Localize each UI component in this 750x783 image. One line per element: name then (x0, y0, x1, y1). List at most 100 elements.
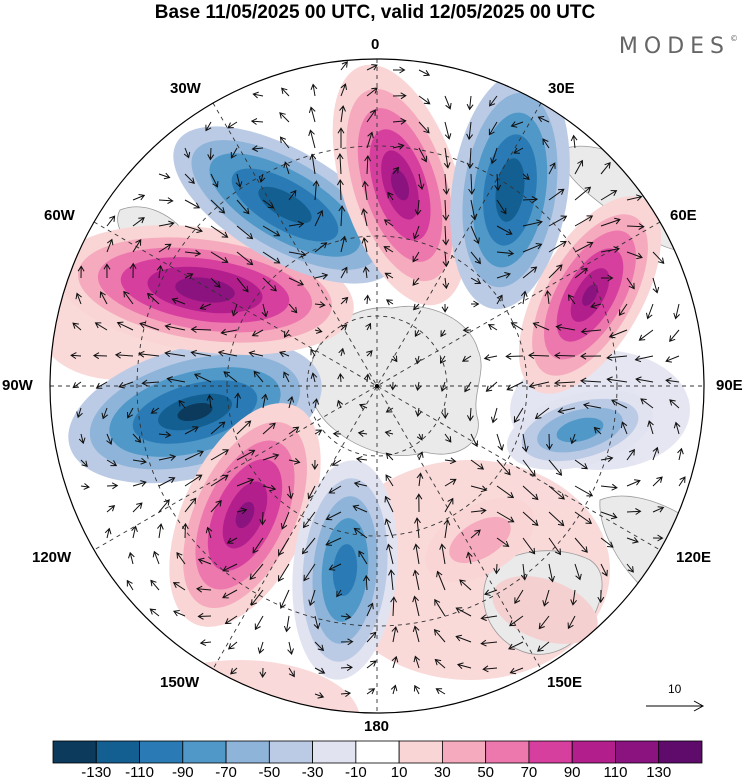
wind-vector-arrow (250, 589, 264, 606)
wind-vector-arrow (234, 392, 242, 409)
wind-vector-arrow (542, 589, 550, 607)
wind-vector-arrow (308, 129, 316, 149)
wind-vector-arrow (528, 352, 550, 359)
wind-vector-arrow (262, 199, 275, 209)
wind-vector-arrow (106, 433, 113, 446)
wind-vector-arrow (494, 173, 502, 192)
wind-vector-arrow (288, 667, 295, 678)
wind-vector-arrow (444, 433, 452, 443)
wind-vector-arrow (384, 495, 394, 513)
colorbar-swatch (398, 740, 443, 764)
wind-vector-arrow (415, 355, 422, 365)
wind-vector-arrow (336, 589, 343, 598)
wind-vector-arrow (413, 543, 420, 565)
wind-vector-arrow (496, 225, 513, 235)
wind-vector-arrow (537, 116, 550, 123)
wind-vector-arrow (227, 641, 238, 650)
wind-vector-arrow (435, 688, 446, 695)
wind-vector-arrow (470, 199, 478, 221)
label-150w: 150W (160, 674, 200, 691)
wind-vector-arrow (417, 451, 424, 461)
wind-vector-arrow (340, 235, 347, 253)
wind-vector-arrow (434, 598, 446, 617)
wind-vector-arrow (328, 563, 342, 571)
wind-vector-arrow (442, 225, 450, 246)
wind-vector-arrow (488, 121, 498, 136)
wind-vector-arrow (158, 197, 174, 205)
wind-vector-arrow (590, 302, 602, 309)
wind-vector-arrow (278, 350, 290, 358)
wind-vector-arrow (365, 322, 372, 331)
wind-vector-arrow (361, 180, 369, 201)
wind-vector-arrow (235, 173, 243, 188)
wind-vector-arrow (176, 552, 186, 565)
wind-vector-arrow (665, 377, 680, 385)
wind-vector-arrow (325, 537, 342, 546)
wind-vector-arrow (210, 251, 229, 263)
wind-vector-arrow (412, 569, 420, 591)
wind-vector-arrow (226, 537, 238, 544)
wind-vector-arrow (548, 162, 556, 175)
wind-vector-arrow (466, 551, 473, 565)
wind-vector-arrow (310, 83, 318, 97)
wind-vector-arrow (337, 372, 345, 383)
wind-vector-arrow (537, 641, 550, 652)
colorbar (52, 740, 703, 764)
wind-vector-arrow (222, 589, 238, 599)
wind-vector-arrow (490, 407, 498, 424)
wind-vector-arrow (280, 511, 290, 530)
wind-vector-arrow (520, 290, 528, 305)
wind-vector-arrow (510, 322, 524, 331)
wind-vector-arrow (310, 372, 318, 383)
wind-vector-arrow (236, 478, 255, 487)
wind-vector-arrow (106, 215, 116, 227)
wind-vector-arrow (259, 511, 267, 526)
wind-vector-arrow (146, 292, 160, 305)
wind-vector-arrow (210, 199, 226, 214)
wind-vector-arrow (600, 511, 618, 520)
wind-vector-arrow (444, 95, 452, 110)
wind-vector-arrow (336, 153, 344, 175)
colorbar-swatch (658, 740, 703, 764)
wind-vector-arrow (210, 277, 221, 288)
wind-vector-arrow (286, 485, 294, 500)
colorbar-swatch (182, 740, 227, 764)
label-0: 0 (371, 36, 380, 53)
wind-vector-arrow (312, 398, 320, 409)
colorbar-swatch (441, 740, 487, 764)
colorbar-swatch (355, 740, 400, 764)
wind-vector-arrow (236, 277, 249, 293)
wind-vector-arrow (336, 179, 344, 201)
colorbar-swatch (528, 740, 573, 764)
wind-vector-arrow (331, 459, 342, 466)
wind-vector-arrow (132, 217, 145, 227)
wind-vector-arrow (352, 504, 368, 513)
colorbar-swatch (268, 740, 314, 764)
wind-vector-arrow (309, 153, 317, 175)
wind-vector-arrow (261, 303, 269, 318)
wind-vector-arrow (393, 66, 406, 74)
wind-vector-arrow (634, 355, 654, 363)
wind-vector-arrow (80, 459, 88, 467)
wind-vector-arrow (413, 303, 420, 311)
wind-vector-arrow (490, 147, 498, 165)
colorbar-tick-label: -30 (301, 764, 324, 781)
wind-vector-arrow (548, 188, 565, 201)
wind-vector-arrow (620, 421, 628, 435)
wind-vector-arrow (363, 574, 370, 591)
label-30w: 30W (170, 80, 201, 97)
wind-vector-arrow (567, 294, 576, 305)
wind-vector-arrow (444, 478, 457, 487)
wind-vector-arrow (520, 563, 528, 581)
wind-vector-arrow (554, 352, 576, 359)
wind-vector-arrow (392, 117, 407, 125)
wind-vector-arrow (483, 354, 498, 361)
wind-vector-arrow (77, 265, 85, 279)
wind-vector-arrow (574, 186, 592, 201)
wind-vector-arrow (455, 634, 472, 643)
wind-vector-arrow (158, 431, 172, 439)
label-90e: 90E (716, 377, 743, 394)
wind-vector-arrow (283, 329, 290, 338)
colorbar-swatch (615, 740, 660, 764)
label-30e: 30E (548, 80, 575, 97)
